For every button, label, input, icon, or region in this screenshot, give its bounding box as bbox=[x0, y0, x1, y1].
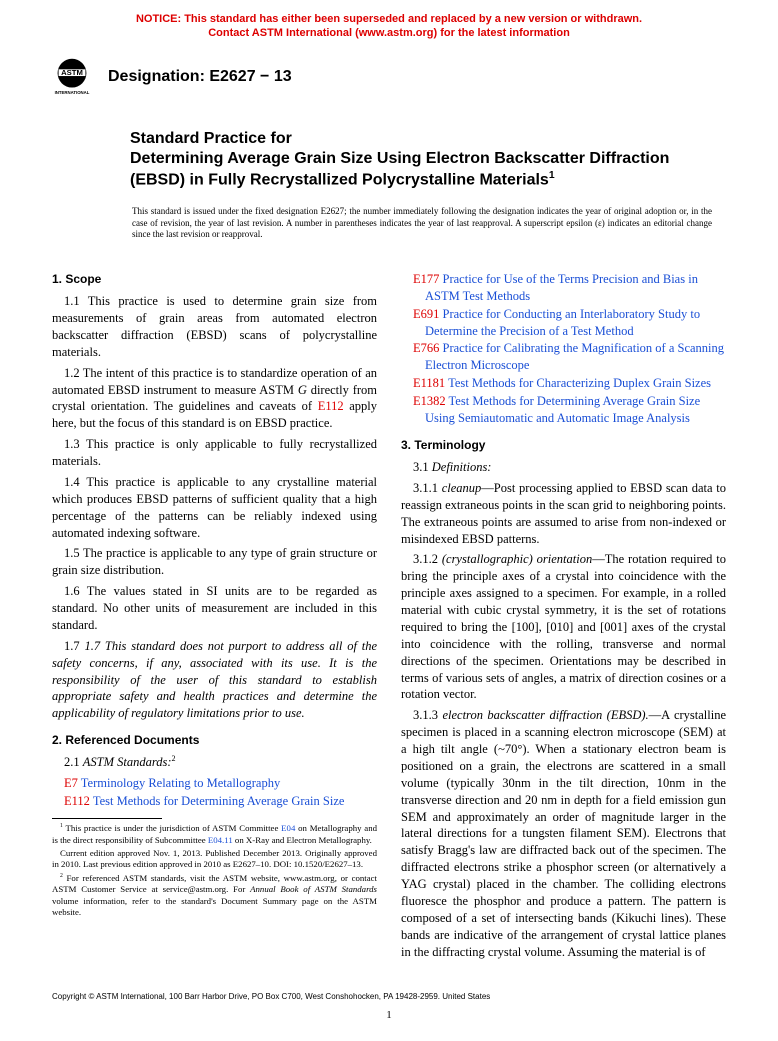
footnote-1: 1 This practice is under the jurisdictio… bbox=[52, 823, 377, 846]
astm-logo-icon: ASTM INTERNATIONAL bbox=[48, 53, 96, 101]
ref-code[interactable]: E112 bbox=[64, 794, 90, 808]
notice-line2: Contact ASTM International (www.astm.org… bbox=[60, 26, 718, 40]
ref-e1382: E1382 Test Methods for Determining Avera… bbox=[413, 393, 726, 427]
ref-title[interactable]: Practice for Calibrating the Magnificati… bbox=[425, 341, 724, 372]
para-1-4: 1.4 This practice is applicable to any c… bbox=[52, 474, 377, 542]
ref-e112: E112 Test Methods for Determining Averag… bbox=[64, 793, 377, 810]
ref-code[interactable]: E1181 bbox=[413, 376, 445, 390]
def-cleanup: 3.1.1 cleanup—Post processing applied to… bbox=[401, 480, 726, 548]
ref-title[interactable]: Test Methods for Characterizing Duplex G… bbox=[448, 376, 711, 390]
para-1-6: 1.6 The values stated in SI units are to… bbox=[52, 583, 377, 634]
header: ASTM INTERNATIONAL Designation: E2627 − … bbox=[0, 49, 778, 101]
ref-e766: E766 Practice for Calibrating the Magnif… bbox=[413, 340, 726, 374]
link-e04[interactable]: E04 bbox=[281, 823, 295, 833]
para-1-1: 1.1 This practice is used to determine g… bbox=[52, 293, 377, 361]
ref-code[interactable]: E177 bbox=[413, 272, 439, 286]
ref-title[interactable]: Practice for Conducting an Interlaborato… bbox=[425, 307, 700, 338]
ref-code[interactable]: E1382 bbox=[413, 394, 446, 408]
para-1-7: 1.7 1.7 This standard does not purport t… bbox=[52, 638, 377, 722]
footnote-rule bbox=[52, 818, 162, 819]
notice-line1: NOTICE: This standard has either been su… bbox=[60, 12, 718, 26]
ref-code[interactable]: E691 bbox=[413, 307, 439, 321]
para-1-5: 1.5 The practice is applicable to any ty… bbox=[52, 545, 377, 579]
ref-e691: E691 Practice for Conducting an Interlab… bbox=[413, 306, 726, 340]
ref-title[interactable]: Practice for Use of the Terms Precision … bbox=[425, 272, 698, 303]
para-1-2: 1.2 The intent of this practice is to st… bbox=[52, 365, 377, 433]
footnote-2: 2 For referenced ASTM standards, visit t… bbox=[52, 873, 377, 919]
copyright: Copyright © ASTM International, 100 Barr… bbox=[52, 992, 490, 1003]
svg-text:ASTM: ASTM bbox=[61, 68, 83, 77]
ref-title[interactable]: Terminology Relating to Metallography bbox=[81, 776, 280, 790]
defs-intro: 3.1 Definitions: bbox=[401, 459, 726, 476]
link-e112-inline[interactable]: E112 bbox=[318, 399, 344, 413]
link-e04-11[interactable]: E04.11 bbox=[208, 835, 233, 845]
section-head-scope: 1. Scope bbox=[52, 271, 377, 287]
notice-banner: NOTICE: This standard has either been su… bbox=[0, 0, 778, 49]
columns: 1. Scope 1.1 This practice is used to de… bbox=[0, 247, 778, 964]
ref-list-left: E7 Terminology Relating to Metallography… bbox=[64, 775, 377, 810]
def-ebsd: 3.1.3 electron backscatter diffraction (… bbox=[401, 707, 726, 960]
issuance-note: This standard is issued under the fixed … bbox=[0, 196, 778, 247]
ref-list-right: E177 Practice for Use of the Terms Preci… bbox=[413, 271, 726, 427]
designation: Designation: E2627 − 13 bbox=[108, 66, 292, 88]
title-block: Standard Practice for Determining Averag… bbox=[0, 101, 778, 196]
ref-code[interactable]: E7 bbox=[64, 776, 78, 790]
ref-e7: E7 Terminology Relating to Metallography bbox=[64, 775, 377, 792]
page-number: 1 bbox=[0, 1008, 778, 1023]
section-head-refs: 2. Referenced Documents bbox=[52, 732, 377, 748]
ref-title[interactable]: Test Methods for Determining Average Gra… bbox=[93, 794, 345, 808]
def-orientation: 3.1.2 (crystallographic) orientation—The… bbox=[401, 551, 726, 703]
right-column: E177 Practice for Use of the Terms Preci… bbox=[401, 261, 726, 964]
para-1-3: 1.3 This practice is only applicable to … bbox=[52, 436, 377, 470]
footnote-1b: Current edition approved Nov. 1, 2013. P… bbox=[52, 848, 377, 871]
title-line2: Determining Average Grain Size Using Ele… bbox=[130, 149, 726, 190]
section-head-terminology: 3. Terminology bbox=[401, 437, 726, 453]
left-column: 1. Scope 1.1 This practice is used to de… bbox=[52, 261, 377, 964]
ref-title[interactable]: Test Methods for Determining Average Gra… bbox=[425, 394, 700, 425]
ref-e177: E177 Practice for Use of the Terms Preci… bbox=[413, 271, 726, 305]
para-2-1: 2.1 ASTM Standards:2 bbox=[52, 754, 377, 771]
svg-text:INTERNATIONAL: INTERNATIONAL bbox=[55, 89, 90, 94]
ref-code[interactable]: E766 bbox=[413, 341, 439, 355]
ref-e1181: E1181 Test Methods for Characterizing Du… bbox=[413, 375, 726, 392]
title-line1: Standard Practice for bbox=[130, 129, 726, 149]
